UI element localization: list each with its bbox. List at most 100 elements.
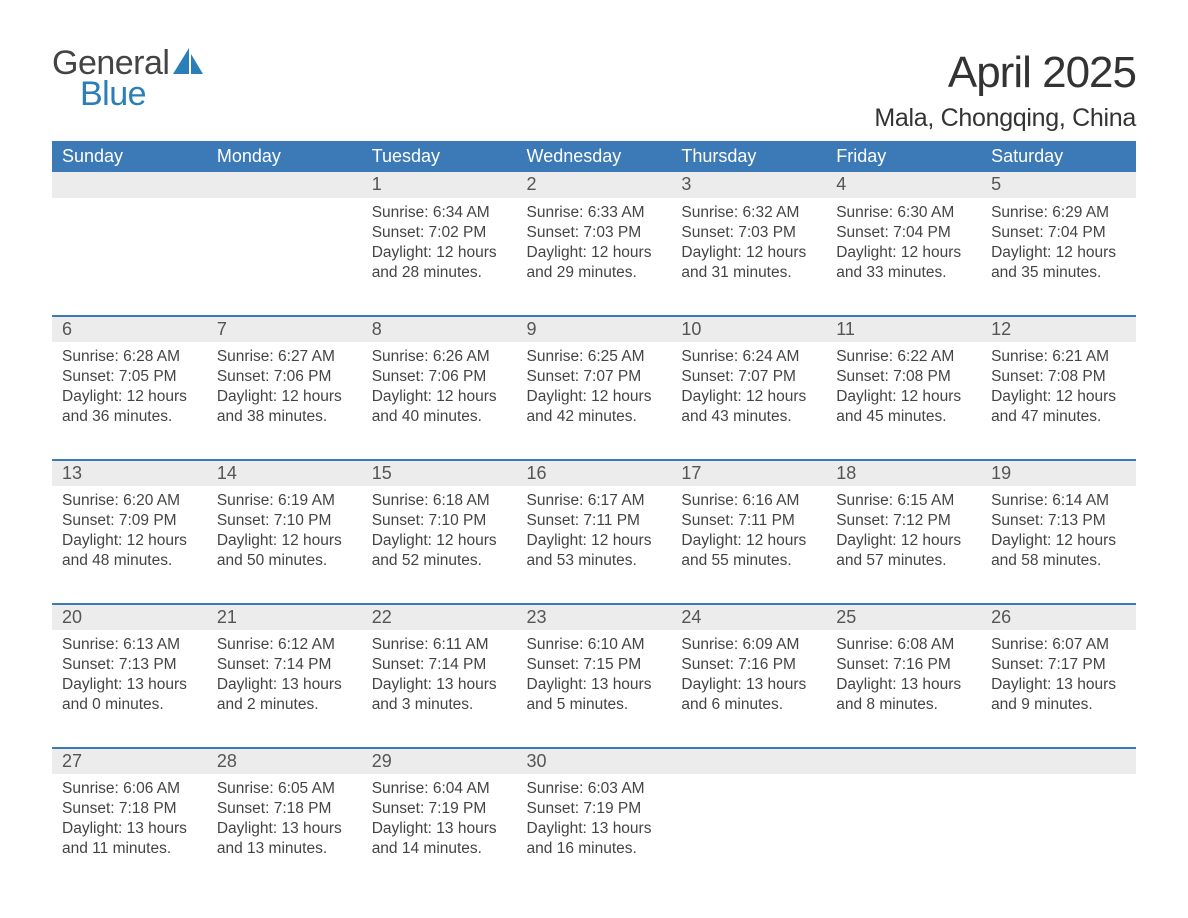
- day-detail: Sunrise: 6:04 AMSunset: 7:19 PMDaylight:…: [362, 774, 517, 892]
- day-number: 27: [52, 748, 207, 774]
- sunrise: Sunrise: 6:08 AM: [836, 635, 971, 655]
- sunrise: Sunrise: 6:25 AM: [527, 347, 662, 367]
- logo-word-blue: Blue: [52, 79, 169, 110]
- day-number: 15: [362, 460, 517, 486]
- sunrise: Sunrise: 6:20 AM: [62, 491, 197, 511]
- day-number: 21: [207, 604, 362, 630]
- logo-word-general: General: [52, 48, 169, 79]
- daylight-line2: and 45 minutes.: [836, 407, 971, 427]
- sunrise: Sunrise: 6:15 AM: [836, 491, 971, 511]
- daylight-line2: and 13 minutes.: [217, 839, 352, 859]
- daylight-line1: Daylight: 12 hours: [681, 531, 816, 551]
- sunset: Sunset: 7:16 PM: [681, 655, 816, 675]
- day-detail: [826, 774, 981, 892]
- sunset: Sunset: 7:19 PM: [527, 799, 662, 819]
- title-block: April 2025 Mala, Chongqing, China: [874, 48, 1136, 133]
- calendar-table: Sunday Monday Tuesday Wednesday Thursday…: [52, 141, 1136, 892]
- day-number: 16: [517, 460, 672, 486]
- week-detail-row: Sunrise: 6:28 AMSunset: 7:05 PMDaylight:…: [52, 342, 1136, 460]
- day-number: 7: [207, 316, 362, 342]
- day-detail: Sunrise: 6:12 AMSunset: 7:14 PMDaylight:…: [207, 630, 362, 748]
- week-detail-row: Sunrise: 6:13 AMSunset: 7:13 PMDaylight:…: [52, 630, 1136, 748]
- week-number-row: 12345: [52, 172, 1136, 198]
- day-detail: Sunrise: 6:25 AMSunset: 7:07 PMDaylight:…: [517, 342, 672, 460]
- day-number: 24: [671, 604, 826, 630]
- daylight-line2: and 11 minutes.: [62, 839, 197, 859]
- week-detail-row: Sunrise: 6:20 AMSunset: 7:09 PMDaylight:…: [52, 486, 1136, 604]
- day-number: 1: [362, 172, 517, 198]
- daylight-line2: and 58 minutes.: [991, 551, 1126, 571]
- sunset: Sunset: 7:08 PM: [836, 367, 971, 387]
- day-number: 6: [52, 316, 207, 342]
- daylight-line1: Daylight: 13 hours: [62, 819, 197, 839]
- daylight-line2: and 50 minutes.: [217, 551, 352, 571]
- sunrise: Sunrise: 6:19 AM: [217, 491, 352, 511]
- daylight-line2: and 36 minutes.: [62, 407, 197, 427]
- sunset: Sunset: 7:04 PM: [836, 223, 971, 243]
- day-header: Sunday: [52, 141, 207, 172]
- day-detail: [207, 198, 362, 316]
- daylight-line1: Daylight: 12 hours: [836, 531, 971, 551]
- day-number: 8: [362, 316, 517, 342]
- day-detail: Sunrise: 6:26 AMSunset: 7:06 PMDaylight:…: [362, 342, 517, 460]
- header: General Blue April 2025 Mala, Chongqing,…: [52, 48, 1136, 133]
- day-number: [826, 748, 981, 774]
- day-detail: Sunrise: 6:32 AMSunset: 7:03 PMDaylight:…: [671, 198, 826, 316]
- daylight-line1: Daylight: 12 hours: [836, 243, 971, 263]
- day-number: 2: [517, 172, 672, 198]
- day-detail: Sunrise: 6:10 AMSunset: 7:15 PMDaylight:…: [517, 630, 672, 748]
- sunrise: Sunrise: 6:30 AM: [836, 203, 971, 223]
- daylight-line2: and 31 minutes.: [681, 263, 816, 283]
- sunset: Sunset: 7:07 PM: [527, 367, 662, 387]
- sunset: Sunset: 7:13 PM: [991, 511, 1126, 531]
- sunset: Sunset: 7:03 PM: [527, 223, 662, 243]
- day-number: [981, 748, 1136, 774]
- daylight-line2: and 47 minutes.: [991, 407, 1126, 427]
- daylight-line1: Daylight: 13 hours: [527, 675, 662, 695]
- sunrise: Sunrise: 6:05 AM: [217, 779, 352, 799]
- day-detail: Sunrise: 6:03 AMSunset: 7:19 PMDaylight:…: [517, 774, 672, 892]
- day-number: 14: [207, 460, 362, 486]
- daylight-line2: and 5 minutes.: [527, 695, 662, 715]
- week-number-row: 13141516171819: [52, 460, 1136, 486]
- day-number: 5: [981, 172, 1136, 198]
- day-detail: Sunrise: 6:20 AMSunset: 7:09 PMDaylight:…: [52, 486, 207, 604]
- day-detail: Sunrise: 6:14 AMSunset: 7:13 PMDaylight:…: [981, 486, 1136, 604]
- day-number: 25: [826, 604, 981, 630]
- day-detail: Sunrise: 6:08 AMSunset: 7:16 PMDaylight:…: [826, 630, 981, 748]
- day-header: Saturday: [981, 141, 1136, 172]
- daylight-line1: Daylight: 12 hours: [62, 531, 197, 551]
- day-number: 26: [981, 604, 1136, 630]
- day-number: 18: [826, 460, 981, 486]
- daylight-line1: Daylight: 12 hours: [372, 531, 507, 551]
- day-detail: [52, 198, 207, 316]
- sunset: Sunset: 7:17 PM: [991, 655, 1126, 675]
- day-number: [52, 172, 207, 198]
- daylight-line1: Daylight: 12 hours: [991, 387, 1126, 407]
- sunrise: Sunrise: 6:26 AM: [372, 347, 507, 367]
- sunset: Sunset: 7:10 PM: [217, 511, 352, 531]
- daylight-line1: Daylight: 12 hours: [836, 387, 971, 407]
- day-number: 12: [981, 316, 1136, 342]
- day-number: 30: [517, 748, 672, 774]
- daylight-line2: and 52 minutes.: [372, 551, 507, 571]
- day-detail: Sunrise: 6:19 AMSunset: 7:10 PMDaylight:…: [207, 486, 362, 604]
- daylight-line2: and 48 minutes.: [62, 551, 197, 571]
- day-detail: Sunrise: 6:28 AMSunset: 7:05 PMDaylight:…: [52, 342, 207, 460]
- daylight-line1: Daylight: 13 hours: [217, 675, 352, 695]
- month-title: April 2025: [874, 48, 1136, 98]
- day-number: 17: [671, 460, 826, 486]
- day-detail: Sunrise: 6:27 AMSunset: 7:06 PMDaylight:…: [207, 342, 362, 460]
- day-header: Friday: [826, 141, 981, 172]
- day-header: Thursday: [671, 141, 826, 172]
- sunset: Sunset: 7:09 PM: [62, 511, 197, 531]
- day-detail: Sunrise: 6:05 AMSunset: 7:18 PMDaylight:…: [207, 774, 362, 892]
- sunset: Sunset: 7:14 PM: [217, 655, 352, 675]
- daylight-line1: Daylight: 13 hours: [62, 675, 197, 695]
- sunrise: Sunrise: 6:21 AM: [991, 347, 1126, 367]
- sunset: Sunset: 7:19 PM: [372, 799, 507, 819]
- sunrise: Sunrise: 6:33 AM: [527, 203, 662, 223]
- sunrise: Sunrise: 6:13 AM: [62, 635, 197, 655]
- daylight-line1: Daylight: 12 hours: [991, 243, 1126, 263]
- day-detail: Sunrise: 6:16 AMSunset: 7:11 PMDaylight:…: [671, 486, 826, 604]
